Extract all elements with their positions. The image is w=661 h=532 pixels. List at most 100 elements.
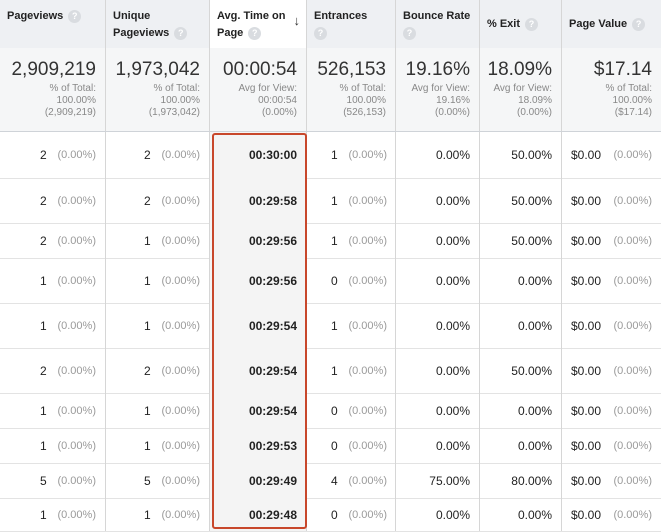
header-bounce-rate[interactable]: Bounce Rate? — [396, 0, 480, 48]
table-row[interactable]: 2 (0.00%) 1 (0.00%) 00:29:56 1 (0.00%) 0.00% 50.… — [0, 223, 661, 259]
total-bounce-rate: 19.16% Avg for View: 19.16% (0.00%) — [396, 48, 480, 131]
header-exit[interactable]: % Exit? — [480, 0, 562, 48]
entrances-value: 1 — [331, 233, 338, 248]
pageviews-value: 5 — [40, 473, 47, 488]
cell-entrances: 1 (0.00%) — [307, 348, 396, 393]
entrances-value: 0 — [331, 403, 338, 418]
unique-pageviews-percent: (0.00%) — [161, 274, 200, 287]
entrances-value: 4 — [331, 473, 338, 488]
pageviews-value: 1 — [40, 507, 47, 522]
total-caption: Avg for View: — [411, 83, 470, 94]
table-row[interactable]: 1 (0.00%) 1 (0.00%) 00:29:54 0 (0.00%) 0.00% 0.0… — [0, 393, 661, 429]
header-entrances[interactable]: Entrances? — [307, 0, 396, 48]
table-row[interactable]: 2 (0.00%) 2 (0.00%) 00:29:58 1 (0.00%) 0.00% 50.… — [0, 178, 661, 224]
bounce-rate-value: 0.00% — [435, 438, 470, 453]
cell-bounce-rate: 0.00% — [396, 178, 480, 223]
cell-entrances: 0 (0.00%) — [307, 498, 396, 531]
cell-unique-pageviews: 2 (0.00%) — [106, 132, 210, 178]
cell-unique-pageviews: 2 (0.00%) — [106, 348, 210, 393]
totals-row: 2,909,219 % of Total: 100.00% (2,909,219… — [0, 48, 661, 132]
page-value-percent: (0.00%) — [613, 149, 652, 161]
entrances-percent: (0.00%) — [348, 364, 387, 377]
cell-exit: 0.00% — [480, 303, 562, 348]
help-icon[interactable]: ? — [403, 26, 416, 40]
cell-avg-time: 00:29:54 — [210, 303, 307, 348]
cell-exit: 50.00% — [480, 348, 562, 393]
bounce-rate-value: 0.00% — [435, 148, 470, 162]
cell-bounce-rate: 0.00% — [396, 132, 480, 178]
table-row[interactable]: 5 (0.00%) 5 (0.00%) 00:29:49 4 (0.00%) 75.00% 80… — [0, 463, 661, 499]
entrances-value: 0 — [331, 507, 338, 522]
total-page-value: $17.14 % of Total: 100.00% ($17.14) — [562, 48, 661, 131]
bounce-rate-value: 0.00% — [435, 318, 470, 333]
table-row[interactable]: 1 (0.00%) 1 (0.00%) 00:29:48 0 (0.00%) 0.00% 0.0… — [0, 498, 661, 532]
help-icon[interactable]: ? — [314, 26, 327, 40]
cell-page-value: $0.00 (0.00%) — [562, 393, 661, 428]
header-unique-pageviews[interactable]: Unique Pageviews? — [106, 0, 210, 48]
total-detail: (0.00%) — [434, 107, 470, 118]
pageviews-percent: (0.00%) — [57, 439, 96, 452]
help-icon[interactable]: ? — [525, 17, 539, 31]
pageviews-value: 1 — [40, 318, 47, 333]
entrances-percent: (0.00%) — [348, 234, 387, 247]
avg-time-value: 00:29:54 — [248, 403, 297, 418]
unique-pageviews-value: 2 — [144, 363, 151, 378]
table-row[interactable]: 2 (0.00%) 2 (0.00%) 00:29:54 1 (0.00%) 0.00% 50.… — [0, 348, 661, 394]
header-page-value[interactable]: Page Value? — [562, 0, 661, 48]
avg-time-value: 00:29:48 — [248, 507, 297, 522]
pageviews-percent: (0.00%) — [57, 474, 96, 487]
help-icon[interactable]: ? — [68, 9, 82, 23]
total-detail: (0.00%) — [261, 107, 297, 118]
pageviews-percent: (0.00%) — [57, 508, 96, 521]
cell-unique-pageviews: 1 (0.00%) — [106, 393, 210, 428]
unique-pageviews-value: 2 — [144, 193, 151, 208]
total-caption: % of Total: — [153, 83, 200, 94]
total-percent: 100.00% — [56, 95, 96, 106]
cell-entrances: 0 (0.00%) — [307, 258, 396, 303]
entrances-value: 1 — [331, 193, 338, 208]
table-row[interactable]: 1 (0.00%) 1 (0.00%) 00:29:54 1 (0.00%) 0.00% 0.0… — [0, 303, 661, 349]
cell-page-value: $0.00 (0.00%) — [562, 428, 661, 463]
total-entrances: 526,153 % of Total: 100.00% (526,153) — [307, 48, 396, 131]
cell-avg-time: 00:29:56 — [210, 258, 307, 303]
header-avg-time-on-page[interactable]: Avg. Time on Page? ↓ — [210, 0, 307, 48]
unique-pageviews-value: 1 — [144, 318, 151, 333]
pageviews-percent: (0.00%) — [57, 234, 96, 247]
total-detail: (526,153) — [343, 107, 386, 118]
unique-pageviews-percent: (0.00%) — [161, 439, 200, 452]
cell-exit: 0.00% — [480, 498, 562, 531]
exit-value: 80.00% — [511, 473, 552, 488]
avg-time-value: 00:29:49 — [248, 473, 297, 488]
avg-time-value: 00:29:56 — [248, 273, 297, 288]
table-row[interactable]: 2 (0.00%) 2 (0.00%) 00:30:00 1 (0.00%) 0.00% 50.… — [0, 132, 661, 179]
cell-bounce-rate: 0.00% — [396, 223, 480, 258]
page-value-value: $0.00 — [571, 363, 602, 378]
unique-pageviews-percent: (0.00%) — [161, 508, 200, 521]
entrances-percent: (0.00%) — [348, 508, 387, 521]
page-value-value: $0.00 — [571, 273, 602, 288]
table-row[interactable]: 1 (0.00%) 1 (0.00%) 00:29:53 0 (0.00%) 0.00% 0.0… — [0, 428, 661, 464]
help-icon[interactable]: ? — [174, 26, 188, 40]
pageviews-percent: (0.00%) — [57, 149, 96, 161]
header-pageviews[interactable]: Pageviews? — [0, 0, 106, 48]
avg-time-value: 00:29:56 — [248, 233, 297, 248]
cell-avg-time: 00:29:53 — [210, 428, 307, 463]
page-value-percent: (0.00%) — [613, 274, 652, 287]
total-percent: 100.00% — [346, 95, 386, 106]
unique-pageviews-value: 5 — [144, 473, 151, 488]
header-label: Pageviews — [7, 10, 64, 22]
cell-bounce-rate: 0.00% — [396, 393, 480, 428]
cell-exit: 50.00% — [480, 178, 562, 223]
header-label: Unique Pageviews — [113, 10, 170, 39]
help-icon[interactable]: ? — [248, 26, 262, 40]
table-row[interactable]: 1 (0.00%) 1 (0.00%) 00:29:56 0 (0.00%) 0.00% 0.0… — [0, 258, 661, 304]
unique-pageviews-value: 2 — [144, 148, 151, 162]
header-label: Avg. Time on Page — [217, 10, 286, 39]
sort-descending-icon[interactable]: ↓ — [293, 13, 301, 28]
help-icon[interactable]: ? — [632, 17, 646, 31]
total-value: 19.16% — [405, 59, 470, 80]
avg-time-value: 00:29:54 — [248, 363, 297, 378]
page-value-value: $0.00 — [571, 233, 602, 248]
cell-unique-pageviews: 1 (0.00%) — [106, 428, 210, 463]
total-detail: ($17.14) — [614, 107, 652, 118]
